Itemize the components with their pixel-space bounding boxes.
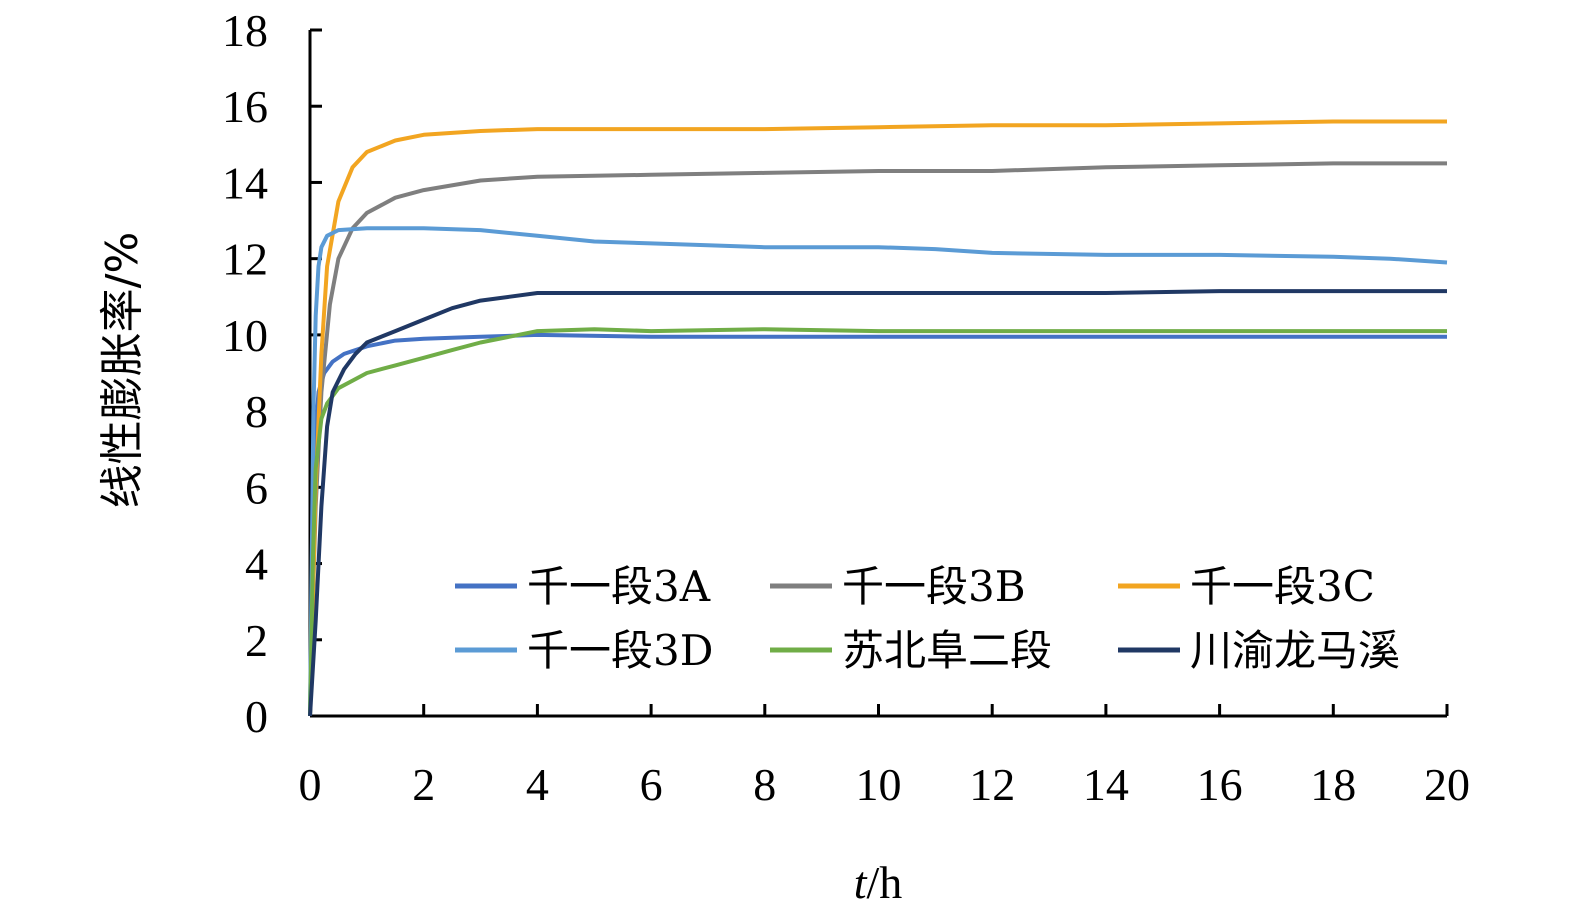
y-tick-label: 8: [245, 386, 268, 437]
x-tick-label: 16: [1197, 759, 1243, 810]
y-tick-label: 4: [245, 539, 268, 590]
y-axis-label: 线性膨胀率/%: [97, 232, 148, 509]
x-tick-label: 14: [1083, 759, 1129, 810]
legend-label-0: 千一段3A: [527, 562, 711, 611]
series-line-3: [308, 226, 1448, 717]
legend-label-2: 千一段3C: [1190, 562, 1375, 611]
legend-label-1: 千一段3B: [842, 562, 1026, 611]
legend: 千一段3A 千一段3B 千一段3C 千一段3D 苏北阜二段 川渝龙马溪: [455, 562, 1400, 675]
x-tick-label: 12: [969, 759, 1015, 810]
x-tick-label: 10: [856, 759, 902, 810]
series-line-4: [308, 327, 1447, 717]
series-line-1: [308, 161, 1447, 717]
x-axis-label-unit: /h: [867, 857, 903, 908]
series-line-2: [308, 119, 1447, 717]
legend-label-3: 千一段3D: [527, 626, 713, 675]
x-tick-label: 4: [526, 759, 549, 810]
x-tick-label: 18: [1310, 759, 1356, 810]
y-tick-label: 16: [222, 81, 268, 132]
x-tick-label: 8: [753, 759, 776, 810]
x-tick-label: 0: [299, 759, 322, 810]
y-tick-label: 0: [245, 691, 268, 742]
y-tick-label: 6: [245, 462, 268, 513]
series-line-5: [308, 289, 1447, 717]
y-tick-label: 12: [222, 234, 268, 285]
axes: 0 2 4 6 8 10 12 14 16 18 0 2 4 6 8 10 12 14 16 18 20: [222, 5, 1470, 810]
y-tick-label: 10: [222, 310, 268, 361]
x-axis-label: t/h: [854, 857, 903, 908]
legend-label-4: 苏北阜二段: [842, 626, 1052, 675]
axis-titles: 线性膨胀率/% t/h: [97, 232, 902, 908]
y-tick-label: 2: [245, 615, 268, 666]
legend-label-5: 川渝龙马溪: [1190, 626, 1400, 675]
x-tick-label: 20: [1424, 759, 1470, 810]
x-tick-label: 6: [640, 759, 663, 810]
y-tick-label: 14: [222, 157, 268, 208]
series-lines: [308, 119, 1448, 717]
y-tick-label: 18: [222, 5, 268, 56]
x-axis-label-variable: t: [854, 857, 868, 908]
x-tick-label: 2: [412, 759, 435, 810]
